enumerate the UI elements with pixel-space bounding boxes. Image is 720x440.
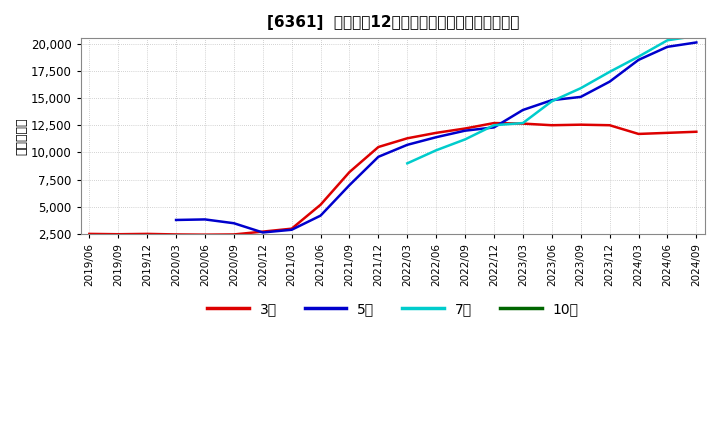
Y-axis label: （百万円）: （百万円）	[15, 117, 28, 155]
Title: [6361]  経常利益12か月移動合計の標準偏差の推移: [6361] 経常利益12か月移動合計の標準偏差の推移	[266, 15, 519, 30]
Legend: 3年, 5年, 7年, 10年: 3年, 5年, 7年, 10年	[202, 296, 585, 321]
